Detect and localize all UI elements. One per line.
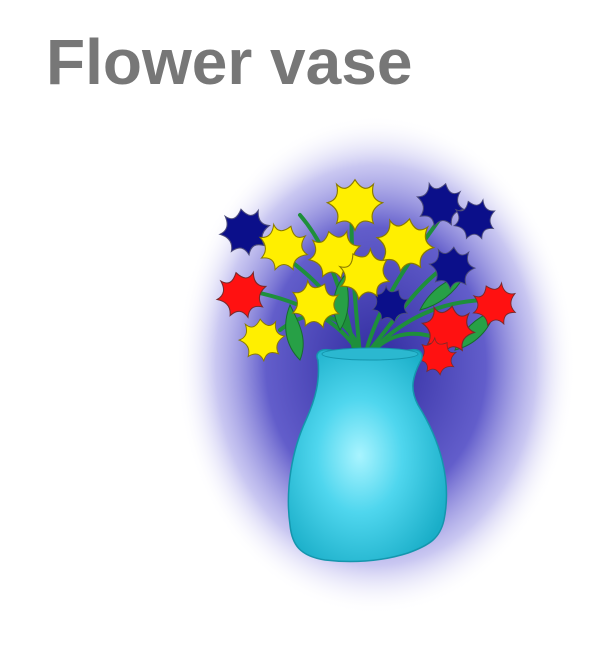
vase-opening [321, 347, 419, 361]
slide-title: Flower vase [46, 26, 413, 98]
